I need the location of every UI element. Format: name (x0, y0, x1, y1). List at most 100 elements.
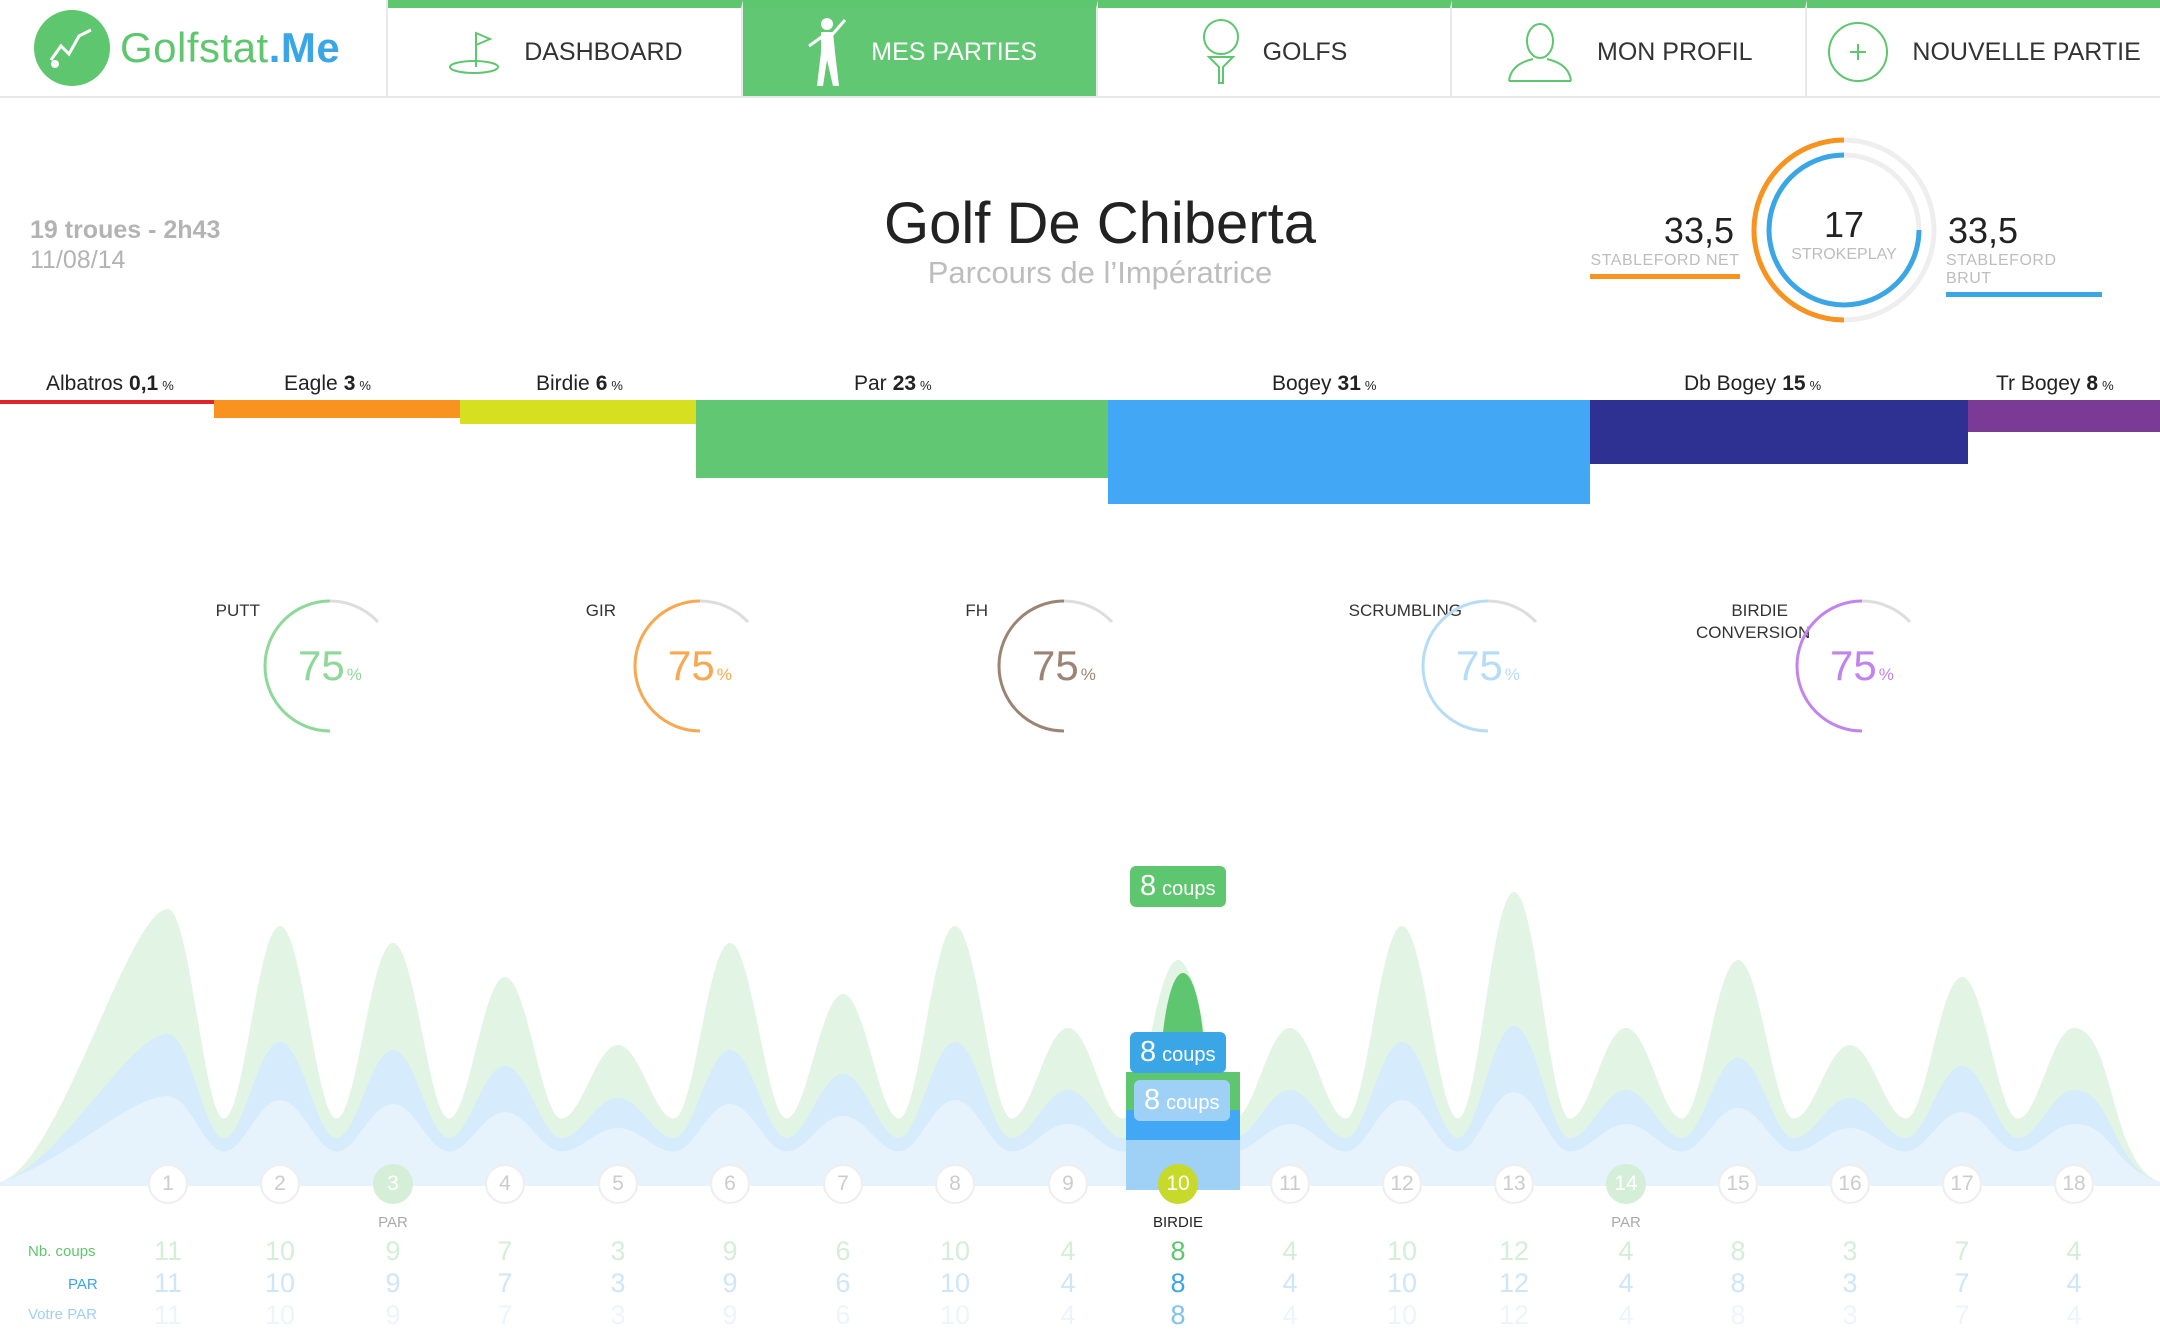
tab-label: NOUVELLE PARTIE (1912, 37, 2141, 66)
dist-label-birdie: Birdie 6% (536, 372, 623, 395)
hole-button-11[interactable]: 11 (1270, 1164, 1310, 1204)
course-layout: Parcours de l’Impératrice (927, 255, 1273, 290)
dist-label-bogey: Bogey 31% (1272, 372, 1377, 395)
logo[interactable]: Golfstat.Me (0, 0, 388, 96)
cell-your-par-15: 8 (1730, 1300, 1746, 1330)
hole-button-3[interactable]: 3 (373, 1164, 413, 1204)
hole-button-4[interactable]: 4 (485, 1164, 525, 1204)
tab-mon-profil[interactable]: MON PROFIL (1452, 0, 1808, 96)
cell-par-7: 6 (835, 1268, 851, 1298)
hole-result-tag: BIRDIE (1152, 1214, 1203, 1231)
tab-label: GOLFS (1262, 37, 1348, 66)
hole-button-6[interactable]: 6 (710, 1164, 750, 1204)
cell-your-par-16: 3 (1842, 1300, 1858, 1330)
stableford-net-label: STABLEFORD NET (1590, 252, 1740, 269)
cell-strokes-3: 9 (385, 1236, 401, 1266)
hole-button-8[interactable]: 8 (935, 1164, 975, 1204)
ring-chart (1751, 137, 1937, 323)
cell-par-14: 4 (1618, 1268, 1634, 1298)
hole-button-16[interactable]: 16 (1830, 1164, 1870, 1204)
tooltip-your-par: 8 coups (1134, 1080, 1230, 1121)
cell-par-5: 3 (610, 1268, 626, 1298)
tab-dashboard[interactable]: DASHBOARD (388, 0, 743, 96)
cell-strokes-18: 4 (2066, 1236, 2082, 1266)
stableford-net-value: 33,5 (1663, 210, 1734, 251)
hole-button-17[interactable]: 17 (1942, 1164, 1982, 1204)
stat-label: GIR (585, 601, 616, 620)
dist-bar-bogey (1108, 400, 1590, 504)
cell-par-9: 4 (1060, 1268, 1076, 1298)
hole-button-18[interactable]: 18 (2054, 1164, 2094, 1204)
cell-your-par-12: 10 (1386, 1300, 1418, 1330)
hole-button-9[interactable]: 9 (1048, 1164, 1088, 1204)
cell-your-par-17: 7 (1954, 1300, 1970, 1330)
cell-par-16: 3 (1842, 1268, 1858, 1298)
cell-par-12: 10 (1386, 1268, 1418, 1298)
cell-strokes-11: 4 (1282, 1236, 1298, 1266)
cell-strokes-8: 10 (939, 1236, 971, 1266)
stat-putt: PUTT 75% (210, 596, 410, 736)
hole-button-5[interactable]: 5 (598, 1164, 638, 1204)
user-icon (1508, 23, 1572, 82)
stat-birdie-conversion: BIRDIE CONVERSION 75% (1696, 596, 2002, 736)
cell-strokes-2: 10 (264, 1236, 296, 1266)
tab-golfs[interactable]: GOLFS (1097, 0, 1453, 96)
cell-your-par-4: 7 (497, 1300, 513, 1330)
dist-label-eagle: Eagle 3% (284, 372, 371, 395)
cell-your-par-10: 8 (1170, 1300, 1186, 1330)
cell-strokes-5: 3 (610, 1236, 626, 1266)
stat-fh: FH 75% (944, 596, 1144, 736)
tab-label: DASHBOARD (524, 37, 683, 66)
cell-par-15: 8 (1730, 1268, 1746, 1298)
hole-button-10[interactable]: 10 (1158, 1164, 1198, 1204)
dist-bar-par (696, 400, 1108, 478)
cell-your-par-6: 9 (722, 1300, 738, 1330)
row-label-par: PAR (68, 1276, 98, 1293)
top-nav: Golfstat.Me DASHBOARD MES PARTIES GOLFS … (0, 0, 2160, 98)
stat-label: BIRDIE CONVERSION (1696, 601, 1811, 642)
hole-button-14[interactable]: 14 (1606, 1164, 1646, 1204)
strokeplay-label: STROKEPLAY (1791, 246, 1897, 263)
hole-par-tag: PAR (378, 1214, 408, 1231)
tab-label: MES PARTIES (871, 37, 1038, 66)
cell-strokes-1: 11 (153, 1236, 183, 1266)
stableford-brut-value: 33,5 (1948, 210, 2019, 251)
hole-button-13[interactable]: 13 (1494, 1164, 1534, 1204)
stat-label: FH (965, 601, 988, 620)
tooltip-strokes: 8 coups (1130, 866, 1226, 907)
cell-your-par-7: 6 (835, 1300, 851, 1330)
hole-button-2[interactable]: 2 (260, 1164, 300, 1204)
cell-par-13: 12 (1498, 1268, 1530, 1298)
tab-nouvelle-partie[interactable]: NOUVELLE PARTIE (1807, 0, 2160, 96)
round-meta: 19 troues - 2h43 11/08/14 (30, 215, 220, 275)
cell-strokes-12: 10 (1386, 1236, 1418, 1266)
cell-par-10: 8 (1170, 1268, 1186, 1298)
hole-button-1[interactable]: 1 (148, 1164, 188, 1204)
cell-par-17: 7 (1954, 1268, 1970, 1298)
stat-label: PUTT (215, 601, 260, 620)
tooltip-par: 8 coups (1130, 1032, 1226, 1073)
cell-strokes-10: 8 (1170, 1236, 1186, 1266)
hole-button-15[interactable]: 15 (1718, 1164, 1758, 1204)
stat-value: 75% (298, 642, 362, 689)
dist-label-db-bogey: Db Bogey 15% (1684, 372, 1822, 395)
stat-gauge (633, 599, 750, 733)
cell-your-par-14: 4 (1618, 1300, 1634, 1330)
stat-gauge (263, 599, 380, 733)
cell-your-par-8: 10 (939, 1300, 971, 1330)
hole-button-12[interactable]: 12 (1382, 1164, 1422, 1204)
holes-duration: 19 troues - 2h43 (30, 216, 221, 244)
stat-value: 75% (1830, 642, 1894, 689)
cell-your-par-9: 4 (1060, 1300, 1076, 1330)
hole-button-7[interactable]: 7 (823, 1164, 863, 1204)
strokeplay-value: 17 (1823, 204, 1865, 245)
cell-strokes-4: 7 (497, 1236, 513, 1266)
tab-mes-parties[interactable]: MES PARTIES (742, 0, 1098, 96)
flag-icon (449, 31, 500, 74)
cell-your-par-2: 10 (264, 1300, 296, 1330)
stableford-net: 33,5 STABLEFORD NET (1590, 210, 1740, 279)
stat-gir: GIR 75% (580, 596, 780, 736)
cell-your-par-3: 9 (385, 1300, 401, 1330)
cell-your-par-18: 4 (2066, 1300, 2082, 1330)
cell-par-3: 9 (385, 1268, 401, 1298)
